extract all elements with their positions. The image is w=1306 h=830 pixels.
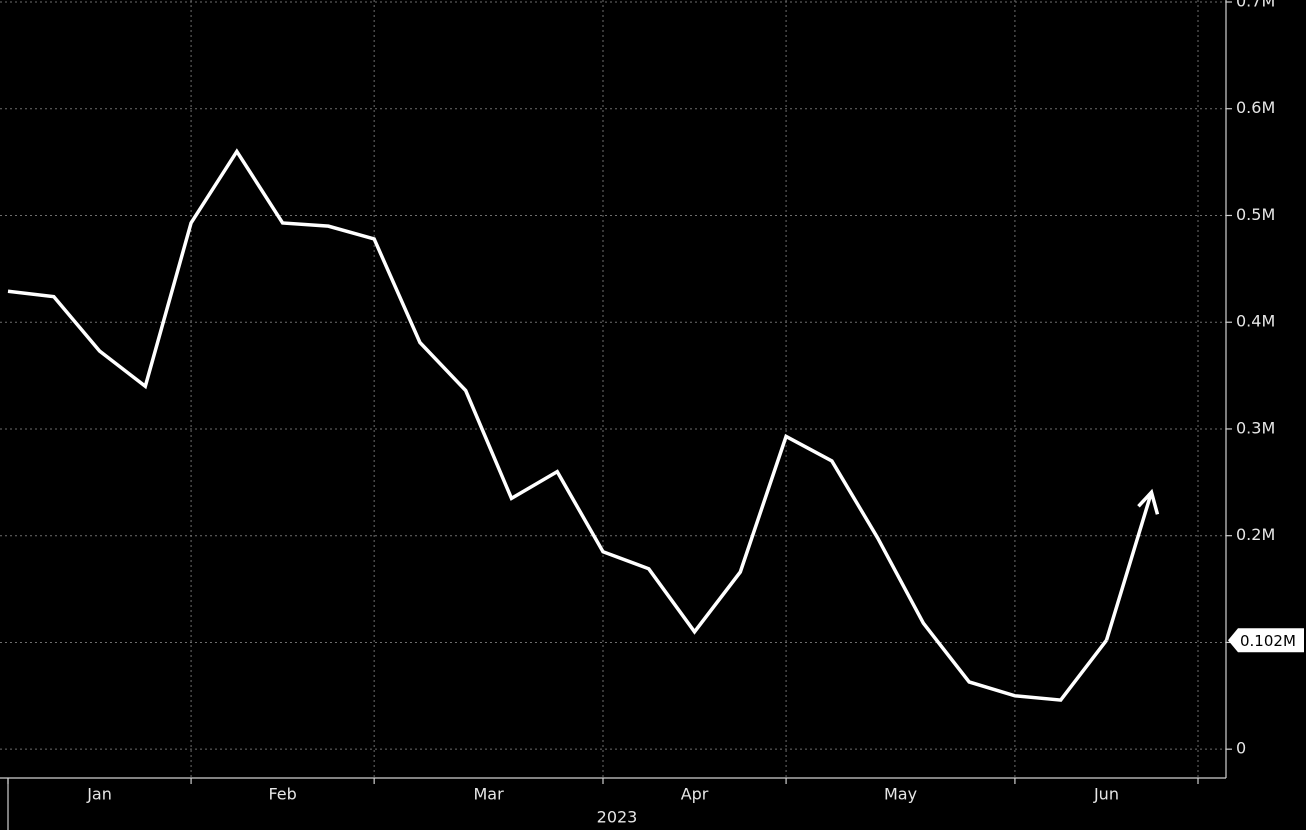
x-tick-label: May bbox=[884, 785, 917, 804]
last-value-box bbox=[1228, 628, 1304, 653]
x-tick-label: Apr bbox=[681, 785, 709, 804]
y-tick-label: 0 bbox=[1236, 739, 1246, 758]
x-tick-label: Jan bbox=[86, 785, 112, 804]
line-series bbox=[7, 148, 1108, 702]
x-tick-label: Mar bbox=[473, 785, 504, 804]
y-tick-label: 0.4M bbox=[1236, 312, 1275, 331]
y-tick-label: 0.6M bbox=[1236, 98, 1275, 117]
annotation-arrow bbox=[1104, 488, 1160, 641]
y-tick-label: 0.3M bbox=[1236, 418, 1275, 437]
last-value-label: 0.102M bbox=[1240, 632, 1296, 650]
y-tick-label: 0.5M bbox=[1236, 205, 1275, 224]
x-tick-label: Feb bbox=[268, 785, 296, 804]
y-tick-label: 0.7M bbox=[1236, 0, 1275, 11]
last-value-tag: 0.102M bbox=[1228, 628, 1304, 653]
x-tick-label: Jun bbox=[1093, 785, 1119, 804]
y-tick-label: 0.2M bbox=[1236, 525, 1275, 544]
x-year-label: 2023 bbox=[597, 808, 638, 827]
